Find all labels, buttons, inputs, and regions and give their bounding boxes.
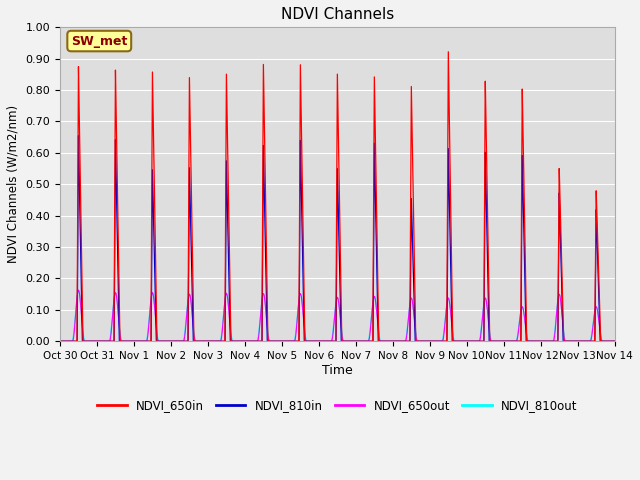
NDVI_810out [609,338,616,344]
NDVI_650in [414,338,422,344]
Line: NDVI_650out: NDVI_650out [60,290,614,341]
NDVI_650out [609,338,616,344]
NDVI_810in [75,133,83,139]
NDVI_650in [56,338,64,344]
NDVI_810in [264,338,271,344]
NDVI_810in [493,338,500,344]
NDVI_810in [56,338,64,344]
NDVI_810out [414,338,422,344]
NDVI_810out [56,338,64,344]
NDVI_810out [75,288,83,294]
NDVI_650in [264,326,271,332]
NDVI_810in [611,338,618,344]
Line: NDVI_650in: NDVI_650in [60,52,614,341]
NDVI_810in [609,338,616,344]
NDVI_810in [414,338,422,344]
Title: NDVI Channels: NDVI Channels [281,7,394,22]
NDVI_650out [56,338,64,344]
NDVI_810in [169,338,177,344]
NDVI_650out [611,338,618,344]
NDVI_650in [609,338,616,344]
Line: NDVI_810out: NDVI_810out [60,291,614,341]
NDVI_810in [175,338,182,344]
NDVI_810out [175,338,182,344]
NDVI_650in [175,338,182,344]
NDVI_650in [611,338,618,344]
NDVI_650in [444,49,452,55]
NDVI_650out [493,338,500,344]
NDVI_650out [75,287,83,293]
Legend: NDVI_650in, NDVI_810in, NDVI_650out, NDVI_810out: NDVI_650in, NDVI_810in, NDVI_650out, NDV… [92,394,582,417]
Text: SW_met: SW_met [71,35,127,48]
NDVI_650out [169,338,177,344]
NDVI_650out [264,330,271,336]
NDVI_810out [169,338,177,344]
NDVI_810out [611,338,618,344]
NDVI_650in [493,338,500,344]
NDVI_650out [414,338,422,344]
NDVI_650out [175,338,182,344]
NDVI_650in [169,338,177,344]
NDVI_810out [264,327,271,333]
NDVI_810out [493,338,500,344]
Line: NDVI_810in: NDVI_810in [60,136,614,341]
Y-axis label: NDVI Channels (W/m2/nm): NDVI Channels (W/m2/nm) [7,105,20,264]
X-axis label: Time: Time [322,364,353,377]
